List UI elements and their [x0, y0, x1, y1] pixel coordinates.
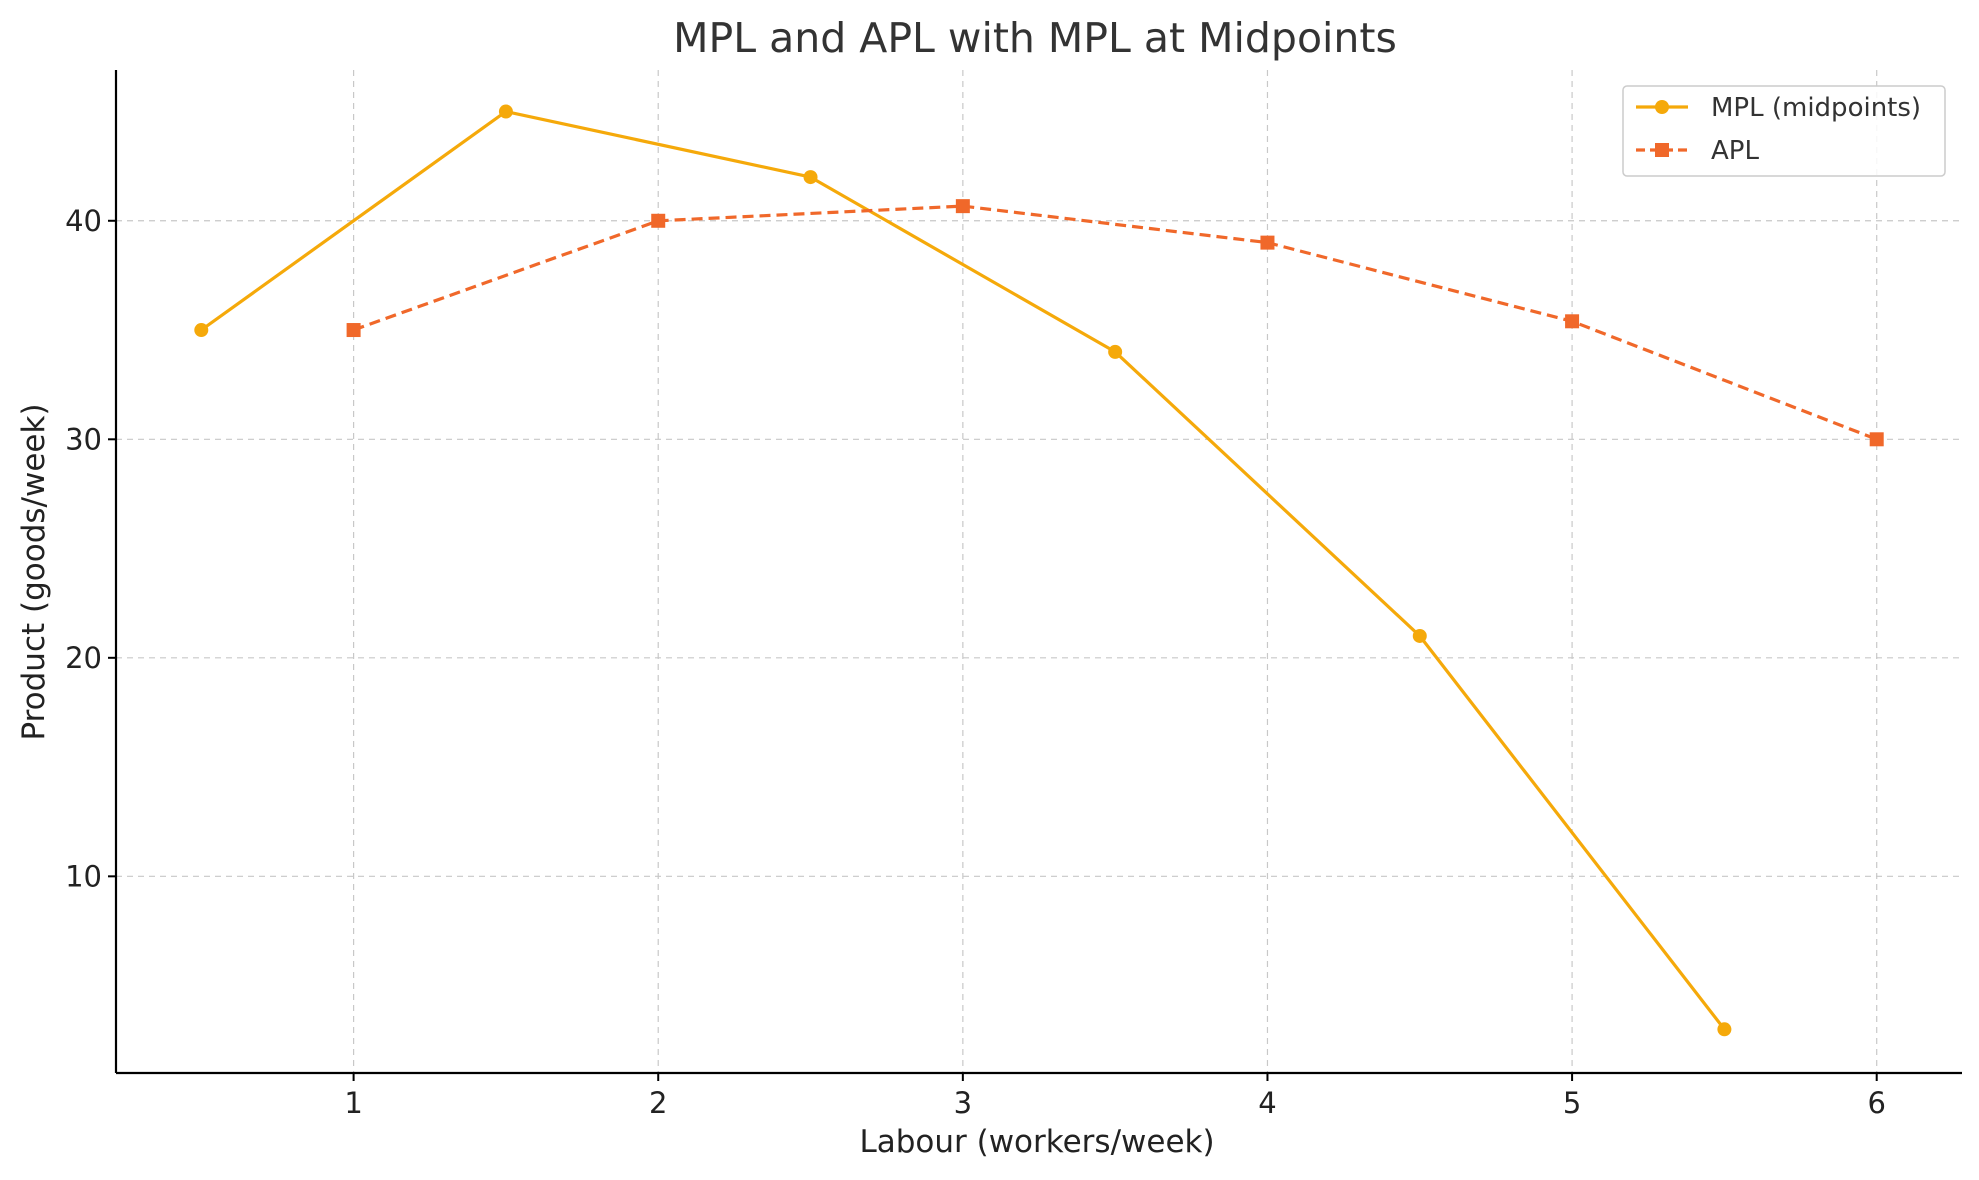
- data-point-mpl-midpoints: [1412, 628, 1427, 643]
- legend-apl-label: APL: [1711, 136, 1759, 166]
- data-point-apl: [955, 199, 970, 214]
- series-line-mpl-midpoints: [200, 109, 1726, 1031]
- x-tick-label: 5: [1563, 1086, 1581, 1120]
- data-point-apl: [1869, 432, 1884, 447]
- data-point-apl: [651, 213, 666, 228]
- x-tick-label: 4: [1258, 1086, 1276, 1120]
- y-tick-label: 30: [65, 422, 102, 456]
- x-axis-label: Labour (workers/week): [859, 1124, 1214, 1160]
- data-point-apl: [1260, 235, 1275, 250]
- y-tick-label: 10: [65, 859, 102, 893]
- y-ticks: 10 20 30 40: [65, 204, 116, 893]
- x-tick-label: 1: [344, 1086, 362, 1120]
- legend: MPL (midpoints) APL: [1622, 85, 1946, 177]
- series-line-apl: [353, 204, 1878, 441]
- data-point-mpl-midpoints: [1108, 344, 1123, 359]
- data-point-apl: [1565, 314, 1580, 329]
- legend-mpl-label: MPL (midpoints): [1711, 93, 1921, 123]
- legend-mpl-marker: [1655, 100, 1669, 114]
- data-point-mpl-midpoints: [1717, 1022, 1732, 1037]
- legend-apl-marker: [1655, 143, 1669, 157]
- y-tick-label: 40: [65, 204, 102, 238]
- chart-title: MPL and APL with MPL at Midpoints: [673, 14, 1397, 62]
- y-tick-label: 20: [65, 641, 102, 675]
- x-tick-label: 6: [1867, 1086, 1885, 1120]
- data-point-apl: [346, 323, 361, 338]
- x-tick-label: 2: [649, 1086, 667, 1120]
- series-layer: [194, 104, 1884, 1037]
- x-tick-label: 3: [954, 1086, 972, 1120]
- legend-box: [1622, 85, 1946, 177]
- data-point-mpl-midpoints: [194, 323, 209, 338]
- y-axis-label: Product (goods/week): [16, 403, 52, 740]
- x-ticks: 1 2 3 4 5 6: [344, 1073, 1886, 1120]
- data-point-mpl-midpoints: [498, 104, 513, 119]
- grid: [116, 70, 1962, 1073]
- data-point-mpl-midpoints: [803, 170, 818, 185]
